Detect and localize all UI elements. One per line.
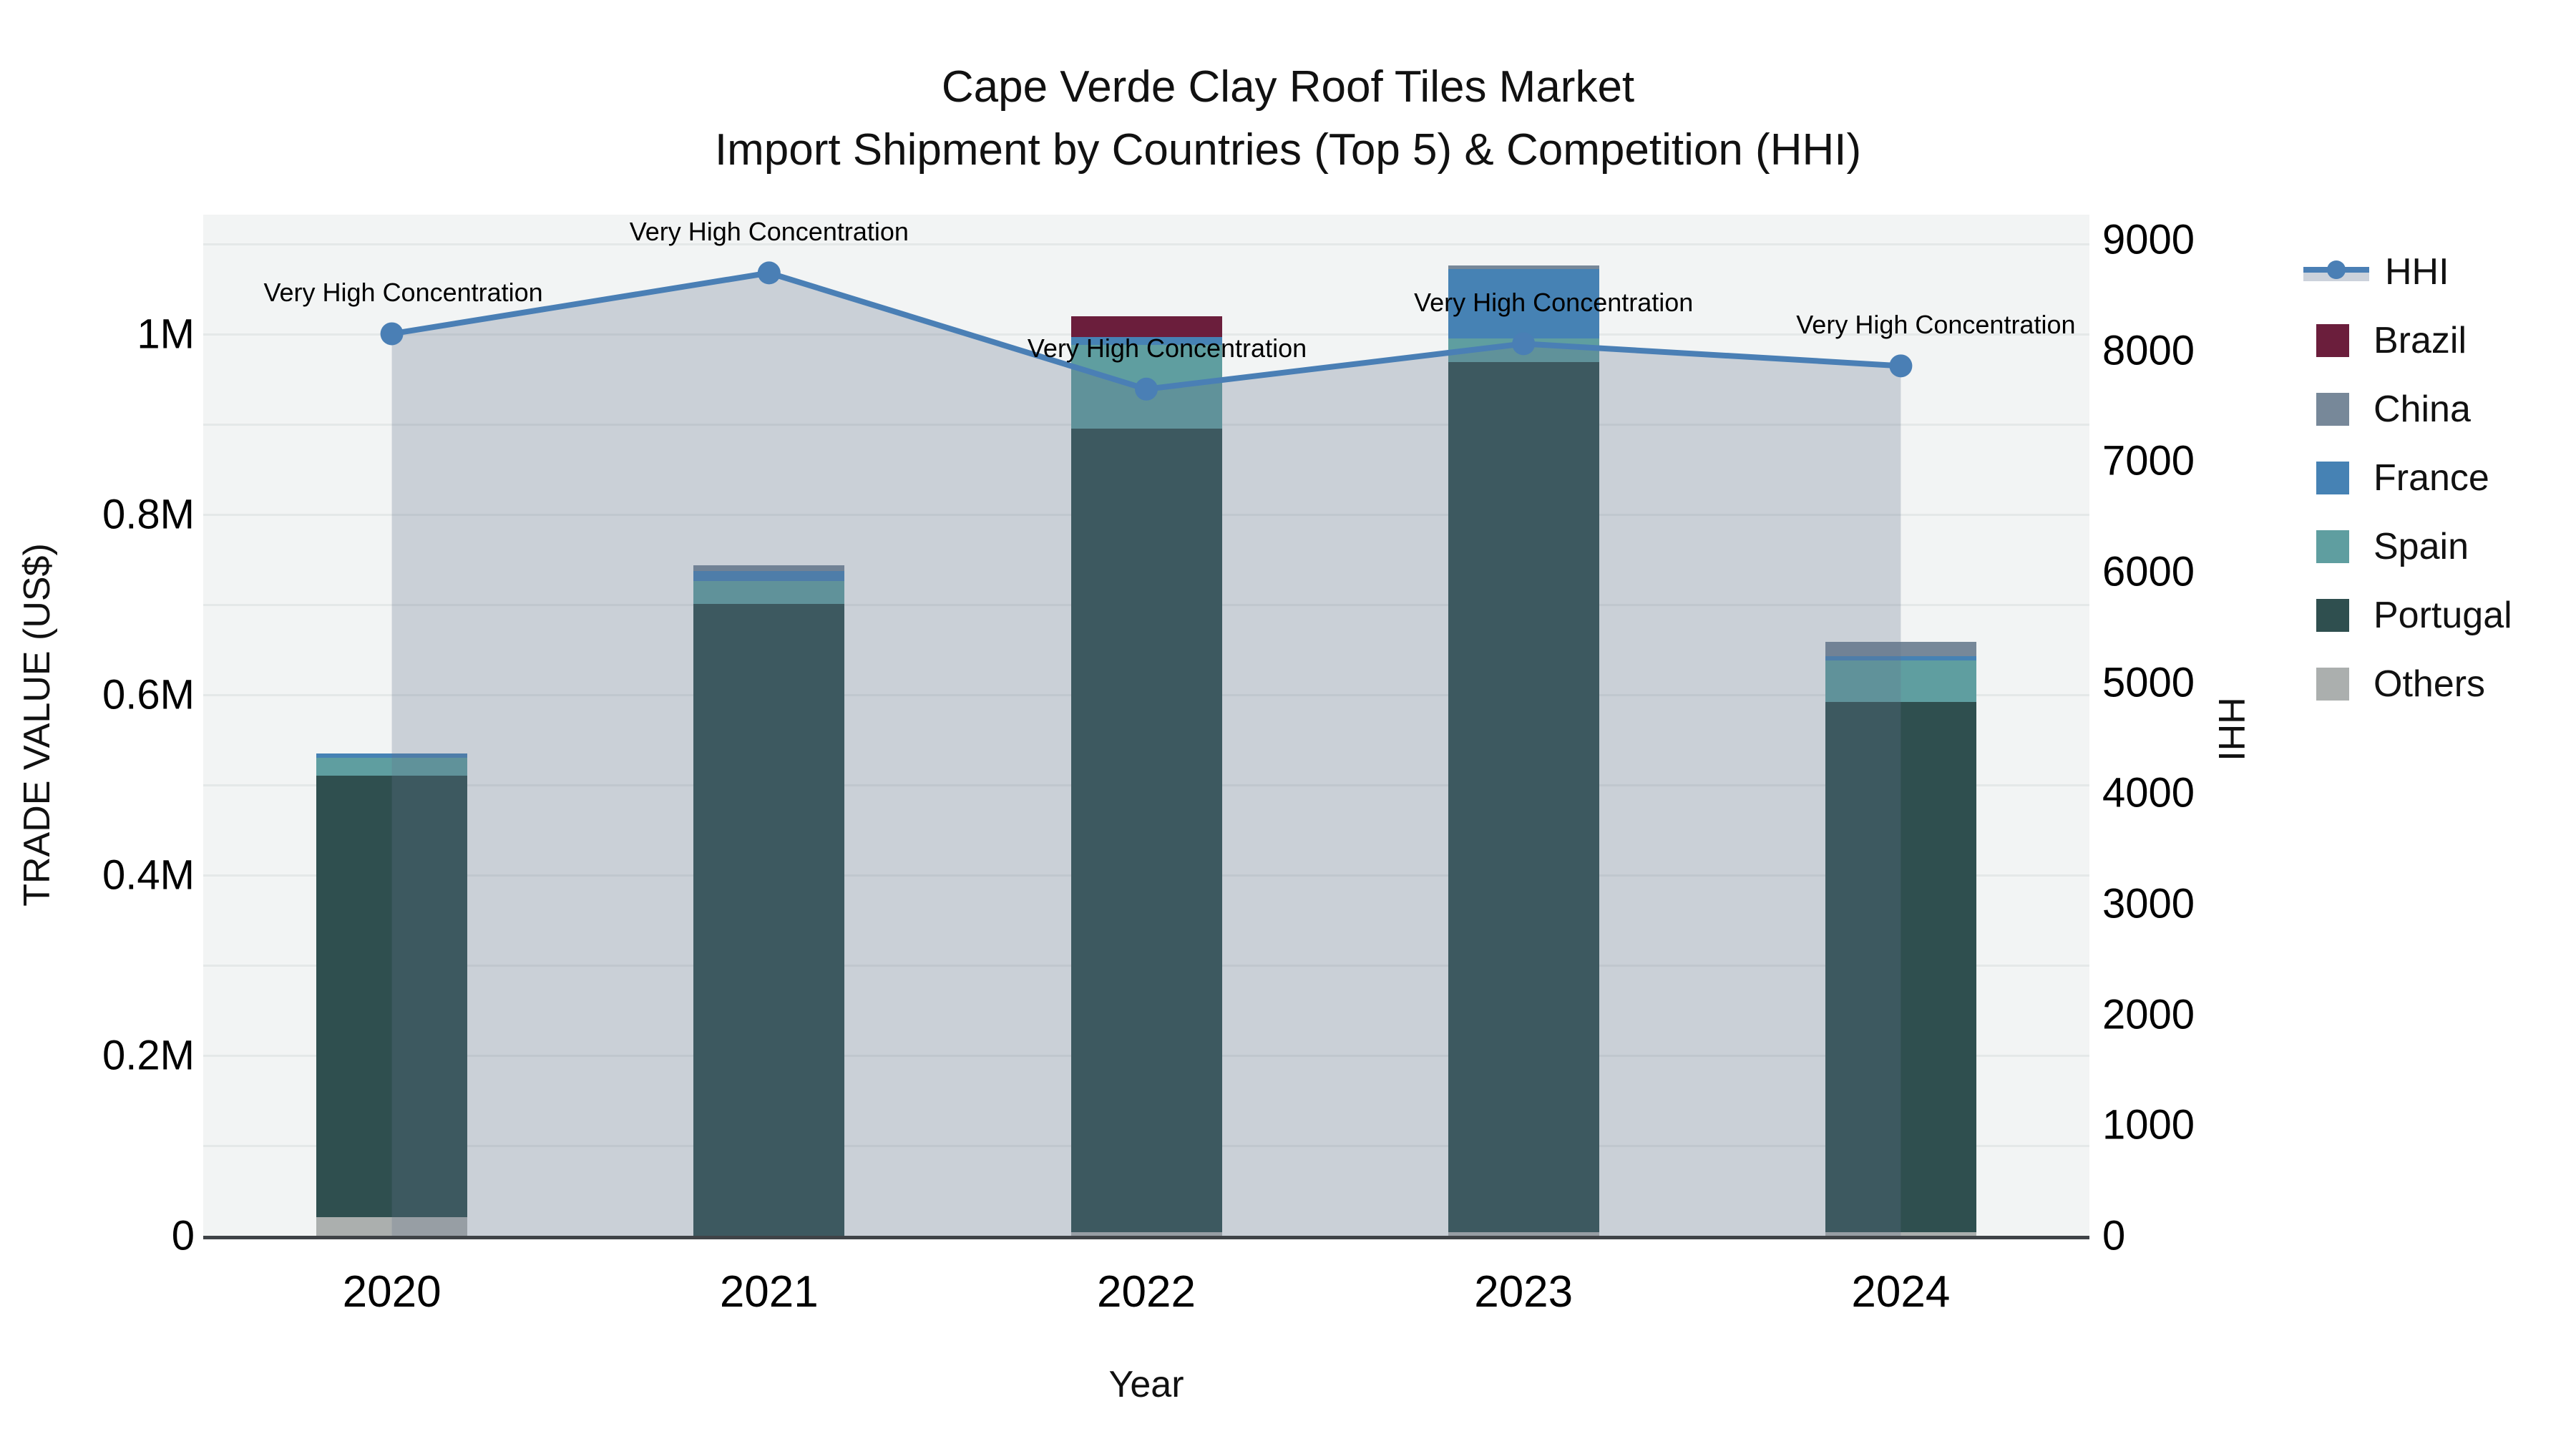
bar-segment-others-2023	[1448, 1231, 1599, 1236]
hhi-annotation-2023: Very High Concentration	[1414, 288, 1694, 318]
hhi-marker-2022[interactable]	[1135, 377, 1158, 401]
legend-label-others: Others	[2373, 663, 2486, 705]
x-tick-2020: 2020	[342, 1267, 441, 1317]
legend-item-portugal[interactable]: Portugal	[2316, 581, 2512, 650]
chart-title: Cape Verde Clay Roof Tiles Market Import…	[0, 56, 2576, 182]
hhi-annotation-2020: Very High Concentration	[263, 278, 543, 308]
bar-segment-others-2022	[1070, 1231, 1222, 1236]
legend-item-china[interactable]: China	[2316, 375, 2512, 444]
bar-segment-spain-2020	[316, 758, 468, 776]
y-right-tick-0: 0	[2102, 1212, 2126, 1259]
x-axis-title: Year	[1108, 1364, 1184, 1405]
bar-segment-portugal-2020	[316, 776, 468, 1217]
y-right-tick-2000: 2000	[2102, 991, 2195, 1038]
x-tick-2021: 2021	[719, 1267, 819, 1317]
hhi-annotation-2021: Very High Concentration	[629, 217, 909, 247]
y-right-tick-7000: 7000	[2102, 437, 2195, 484]
y-right-tick-4000: 4000	[2102, 769, 2195, 816]
legend-item-hhi[interactable]: HHI	[2303, 238, 2512, 306]
legend-item-spain[interactable]: Spain	[2316, 512, 2512, 581]
legend-swatch-china	[2316, 393, 2349, 426]
x-tick-2023: 2023	[1474, 1267, 1574, 1317]
y-left-tick-1M: 1M	[137, 311, 195, 358]
legend: HHI Brazil China France Spain Portugal Others	[2303, 238, 2512, 718]
hhi-annotation-2024: Very High Concentration	[1796, 310, 2076, 340]
x-axis-line	[203, 1236, 2089, 1239]
y-left-tick-0.2M: 0.2M	[102, 1032, 195, 1079]
bar-segment-france-2020	[316, 753, 468, 758]
y-left-tick-0.4M: 0.4M	[102, 852, 195, 899]
y-left-tick-0.8M: 0.8M	[102, 491, 195, 538]
hhi-line-legend-icon	[2303, 255, 2369, 288]
y-right-tick-5000: 5000	[2102, 659, 2195, 706]
legend-swatch-others	[2316, 668, 2349, 701]
y-right-tick-6000: 6000	[2102, 548, 2195, 595]
legend-swatch-spain	[2316, 530, 2349, 563]
bar-segment-france-2021	[693, 571, 845, 582]
bar-segment-portugal-2023	[1448, 362, 1599, 1232]
hhi-marker-2020[interactable]	[380, 322, 404, 346]
bar-segment-spain-2024	[1825, 660, 1976, 703]
y-left-tick-0.6M: 0.6M	[102, 671, 195, 718]
hhi-marker-2023[interactable]	[1512, 332, 1536, 356]
legend-label-brazil: Brazil	[2373, 320, 2467, 361]
bar-segment-portugal-2021	[693, 603, 845, 1236]
bar-segment-france-2023	[1448, 269, 1599, 339]
legend-item-others[interactable]: Others	[2316, 650, 2512, 718]
bar-segment-spain-2021	[693, 581, 845, 604]
legend-label-china: China	[2373, 389, 2471, 430]
legend-swatch-brazil	[2316, 324, 2349, 357]
bar-segment-china-2024	[1825, 641, 1976, 656]
y-axis-right-title: HHI	[2210, 697, 2252, 761]
legend-label-france: France	[2373, 457, 2489, 499]
hhi-marker-sample	[2327, 260, 2346, 279]
bar-segment-brazil-2022	[1070, 316, 1222, 337]
bar-segment-others-2020	[316, 1216, 468, 1236]
legend-item-france[interactable]: France	[2316, 444, 2512, 512]
chart-title-line1: Cape Verde Clay Roof Tiles Market	[941, 62, 1635, 112]
hhi-annotation-2022: Very High Concentration	[1027, 333, 1307, 363]
bar-segment-france-2024	[1825, 655, 1976, 661]
chart-title-line2: Import Shipment by Countries (Top 5) & C…	[714, 125, 1862, 175]
legend-label-spain: Spain	[2373, 526, 2469, 567]
hhi-area-fill	[391, 273, 1901, 1236]
legend-label-portugal: Portugal	[2373, 595, 2512, 636]
bar-segment-portugal-2022	[1070, 429, 1222, 1232]
y-axis-left-title: TRADE VALUE (US$)	[16, 543, 58, 907]
hhi-marker-2024[interactable]	[1889, 354, 1913, 378]
bar-segment-china-2023	[1448, 265, 1599, 270]
legend-swatch-portugal	[2316, 599, 2349, 632]
y-right-tick-9000: 9000	[2102, 216, 2195, 263]
gridline	[203, 243, 2089, 245]
legend-swatch-france	[2316, 462, 2349, 494]
x-tick-2022: 2022	[1097, 1267, 1196, 1317]
y-right-tick-8000: 8000	[2102, 327, 2195, 374]
legend-label-hhi: HHI	[2385, 251, 2449, 293]
y-left-tick-0: 0	[171, 1212, 195, 1259]
bar-segment-portugal-2024	[1825, 702, 1976, 1232]
legend-item-brazil[interactable]: Brazil	[2316, 306, 2512, 375]
y-right-tick-3000: 3000	[2102, 880, 2195, 927]
hhi-marker-2021[interactable]	[757, 261, 781, 285]
y-right-tick-1000: 1000	[2102, 1101, 2195, 1148]
bar-segment-france-2022	[1070, 336, 1222, 346]
x-tick-2024: 2024	[1851, 1267, 1951, 1317]
bar-segment-china-2021	[693, 565, 845, 572]
bar-segment-others-2024	[1825, 1231, 1976, 1236]
